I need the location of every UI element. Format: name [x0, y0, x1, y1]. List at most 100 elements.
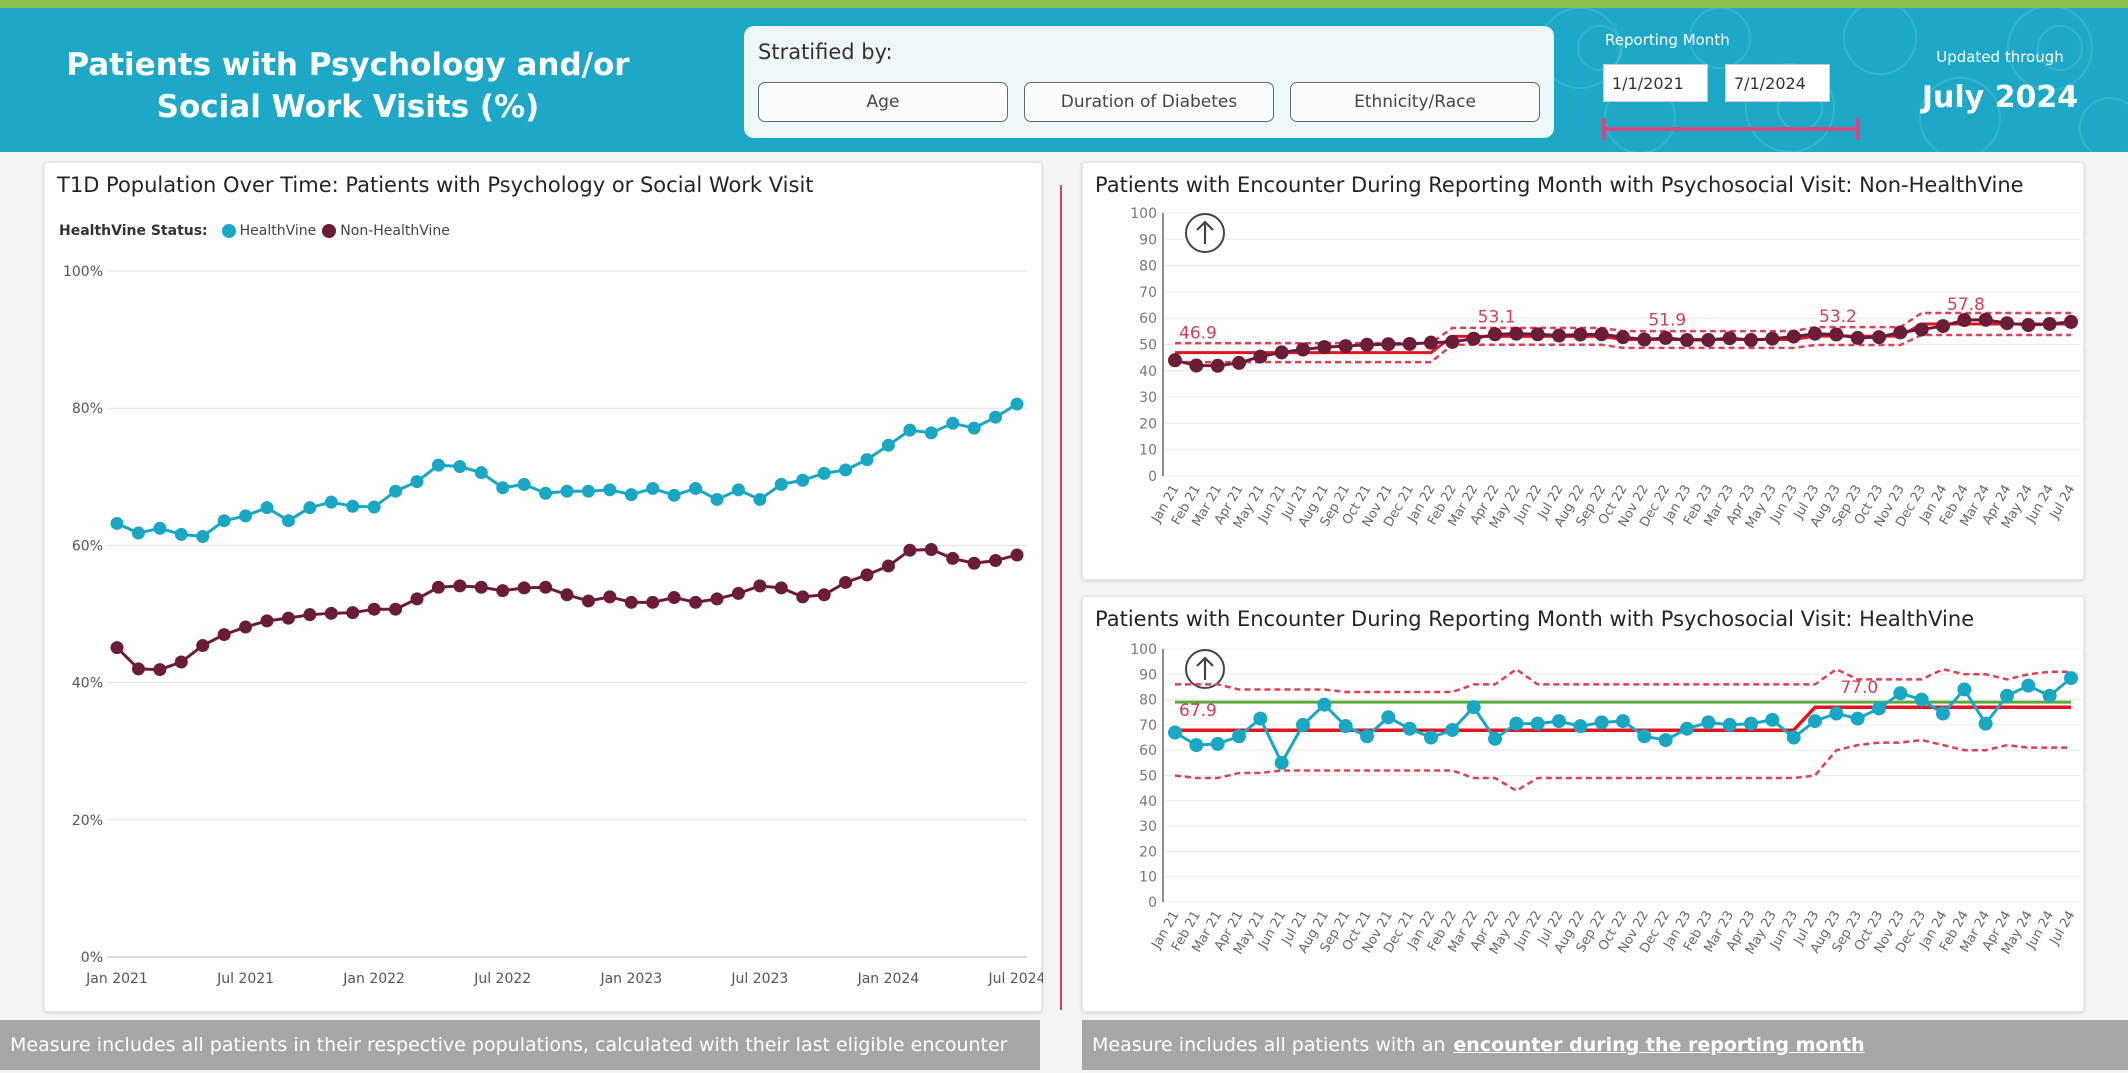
data-point: [989, 553, 1003, 567]
data-point: [839, 575, 853, 589]
data-point: [1530, 327, 1545, 342]
data-point: [1957, 682, 1972, 697]
population-over-time-panel: T1D Population Over Time: Patients with …: [44, 162, 1043, 1012]
data-point: [410, 475, 424, 489]
data-point: [453, 579, 467, 593]
y-tick-label: 80%: [72, 401, 103, 417]
data-point: [260, 614, 274, 628]
center-line-label: 51.9: [1648, 311, 1686, 331]
data-point: [1253, 349, 1268, 364]
page-title: Patients with Psychology and/or Social W…: [66, 47, 630, 125]
data-point: [174, 655, 188, 669]
data-point: [1808, 714, 1822, 729]
data-point: [2000, 688, 2014, 703]
arrow-glyph: [1196, 220, 1214, 244]
date-range-slider[interactable]: [1603, 127, 1859, 131]
data-point: [1189, 738, 1204, 753]
data-point: [453, 460, 467, 474]
center-line-label: 77.0: [1840, 678, 1878, 698]
data-point: [689, 595, 703, 609]
updated-through-value: July 2024: [1921, 80, 2079, 115]
duration-of-diabetes-button[interactable]: Duration of Diabetes: [1024, 82, 1274, 122]
footnote-right: Measure includes all patients with an en…: [1082, 1020, 2128, 1070]
data-point: [967, 421, 981, 435]
slider-end-handle[interactable]: [1856, 118, 1860, 140]
data-point: [753, 492, 767, 506]
data-point: [1914, 692, 1929, 707]
data-point: [1381, 710, 1396, 725]
data-point: [1424, 730, 1438, 745]
ethnicity-race-button[interactable]: Ethnicity/Race: [1290, 82, 1540, 122]
age-button[interactable]: Age: [758, 82, 1008, 122]
encounter-link[interactable]: encounter during the reporting month: [1453, 1034, 1865, 1056]
data-point: [174, 527, 188, 541]
date-to-input[interactable]: 7/1/2024: [1725, 64, 1830, 102]
legend-title: HealthVine Status:: [59, 223, 208, 239]
data-point: [860, 453, 874, 467]
data-point: [1680, 721, 1694, 736]
data-point: [1594, 327, 1609, 342]
data-point: [1296, 717, 1310, 732]
data-point: [367, 602, 381, 616]
data-point: [303, 608, 317, 622]
data-point: [903, 423, 917, 437]
population-line-chart: 0% 20% 40% 60% 80% 100% Jan 2021 Jul 2021 Jan 20…: [63, 264, 1043, 987]
data-point: [1466, 700, 1481, 715]
data-point: [1010, 397, 1024, 411]
y-tick-label: 70: [1139, 285, 1157, 301]
data-point: [1616, 330, 1630, 345]
stratified-by-label: Stratified by:: [758, 40, 893, 64]
data-point: [710, 592, 724, 606]
y-tick-label: 60%: [72, 538, 103, 554]
y-tick-label: 10: [1139, 870, 1157, 886]
date-from-input[interactable]: 1/1/2021: [1603, 64, 1708, 102]
x-tick-label: Jul 2021: [216, 971, 274, 987]
data-point: [1189, 358, 1204, 373]
x-tick-label: Jul 2024: [988, 971, 1043, 987]
center-line-label: 46.9: [1179, 324, 1217, 344]
y-tick-label: 100%: [63, 264, 103, 280]
reporting-month-label: Reporting Month: [1605, 31, 1730, 49]
y-tick-label: 40: [1139, 364, 1157, 380]
data-point: [1701, 715, 1716, 730]
data-point: [496, 481, 510, 495]
data-point: [389, 484, 403, 498]
center-line-label: 67.9: [1179, 701, 1217, 721]
data-point: [2021, 318, 2036, 333]
legend-label-non-healthvine[interactable]: Non-HealthVine: [340, 223, 450, 239]
y-tick-label: 50: [1139, 769, 1157, 785]
footnote-right-text: Measure includes all patients with an: [1092, 1034, 1446, 1056]
y-tick-label: 40: [1139, 794, 1157, 810]
data-point: [796, 590, 810, 604]
data-point: [1744, 333, 1758, 348]
data-point: [1765, 331, 1780, 346]
healthvine-control-chart-panel: Patients with Encounter During Reporting…: [1082, 596, 2084, 1012]
data-point: [517, 581, 531, 595]
data-point: [1573, 719, 1588, 734]
data-point: [1168, 725, 1182, 740]
data-point: [324, 606, 338, 620]
data-point: [131, 526, 145, 540]
data-point: [1445, 722, 1460, 737]
data-point: [1722, 331, 1737, 346]
stratification-panel: Stratified by: Age Duration of Diabetes …: [744, 26, 1554, 138]
data-point: [153, 521, 167, 535]
x-tick-label: Jul 2022: [473, 971, 531, 987]
chart-title: Patients with Encounter During Reporting…: [1095, 173, 2024, 197]
data-point: [946, 416, 960, 430]
data-point: [753, 579, 767, 593]
slider-start-handle[interactable]: [1602, 118, 1606, 140]
data-point: [1978, 312, 1993, 327]
data-point: [881, 438, 895, 452]
y-tick-label: 80: [1139, 693, 1157, 709]
data-point: [1637, 729, 1652, 744]
data-point: [1360, 337, 1374, 352]
data-point: [1936, 319, 1950, 334]
legend-dot-healthvine: [221, 224, 236, 238]
legend-label-healthvine[interactable]: HealthVine: [239, 223, 317, 239]
data-point: [1232, 729, 1246, 744]
data-point: [1402, 721, 1417, 736]
data-point: [1850, 711, 1865, 726]
